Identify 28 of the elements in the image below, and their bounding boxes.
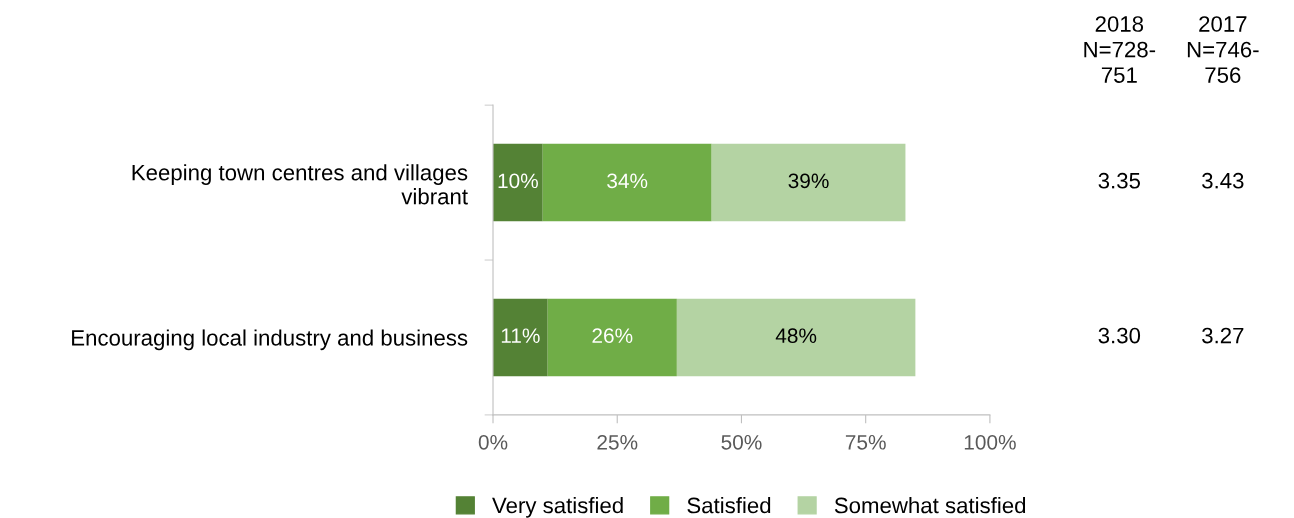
text: 2017 N=746- 756 bbox=[1187, 16, 1259, 83]
x-tick-label: 100% bbox=[964, 434, 1016, 450]
y-tick-label: Encouraging local industry and business bbox=[72, 329, 468, 351]
legend-label: Somewhat satisfied bbox=[834, 496, 1026, 514]
x-tick-label: 25% bbox=[597, 434, 638, 450]
bar bbox=[676, 298, 916, 377]
x-tick-label: 0% bbox=[478, 434, 508, 450]
bar bbox=[547, 298, 677, 377]
text: 3.27 bbox=[1202, 327, 1244, 344]
text: 2018 N=728- 751 bbox=[1084, 16, 1156, 83]
data-label: 39% bbox=[788, 173, 829, 189]
data-label: 26% bbox=[592, 328, 633, 344]
bar bbox=[493, 298, 548, 377]
x-tick-label: 75% bbox=[845, 435, 886, 450]
data-label: 48% bbox=[775, 328, 817, 344]
legend-label: Very satisfied bbox=[492, 496, 623, 518]
bar bbox=[493, 143, 543, 222]
data-label: 34% bbox=[607, 173, 648, 189]
text: 3.35 bbox=[1098, 172, 1141, 189]
bar bbox=[711, 143, 906, 222]
legend-label: Satisfied bbox=[687, 496, 771, 514]
bar bbox=[542, 143, 712, 222]
text: 3.30 bbox=[1098, 327, 1141, 344]
data-label: 10% bbox=[498, 173, 538, 189]
text: 3.43 bbox=[1202, 172, 1244, 189]
y-tick-label: Keeping town centres and villages vibrant bbox=[132, 164, 468, 205]
x-tick-label: 50% bbox=[721, 434, 762, 450]
data-label: 11% bbox=[501, 328, 540, 343]
